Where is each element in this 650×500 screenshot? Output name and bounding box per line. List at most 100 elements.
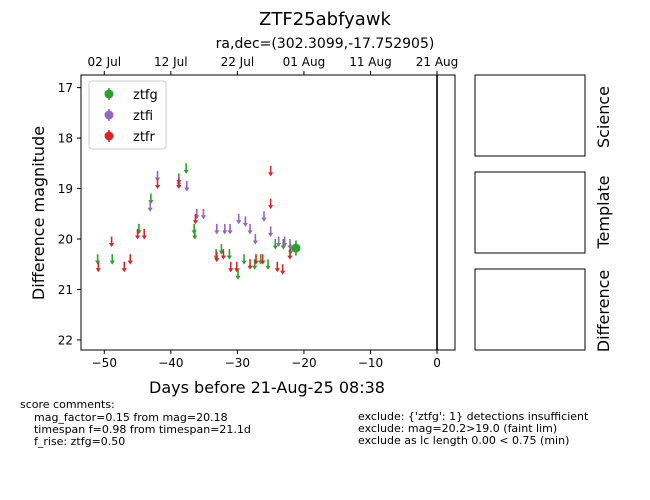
limit-arrowhead (176, 184, 182, 189)
x-tick-label: −40 (158, 356, 183, 370)
ztfg-upper-limit (272, 239, 278, 250)
ztfi-upper-limit (268, 226, 274, 237)
limit-arrowhead (234, 268, 240, 273)
ztfr-upper-limit (154, 178, 161, 189)
legend-item-ztfi: ztfi (104, 109, 153, 124)
chart-subtitle: ra,dec=(302.3099,-17.752905) (216, 36, 435, 52)
top-tick-label: 22 Jul (221, 55, 255, 69)
ztfi-upper-limit (247, 223, 253, 235)
x-tick-label: −30 (225, 356, 250, 370)
y-tick-label: 20 (58, 232, 73, 246)
legend: ztfg ztfi ztfr (88, 80, 167, 150)
ztfr-upper-limit (274, 261, 280, 273)
limit-arrowhead (226, 255, 233, 260)
y-tick-label: 18 (58, 132, 73, 146)
top-tick-label: 01 Aug (283, 55, 326, 69)
ztfg-upper-limit (241, 254, 247, 265)
exclude-comment-lc-length: exclude as lc length 0.00 < 0.75 (min) (358, 434, 570, 447)
limit-arrowhead (282, 243, 288, 248)
limit-arrowhead (147, 207, 153, 212)
ztfg-upper-limit (109, 254, 115, 265)
ztfg-detection (291, 240, 301, 256)
limit-arrowhead (247, 265, 253, 270)
ztfi-upper-limit (287, 239, 293, 250)
legend-item-ztfr: ztfr (104, 130, 155, 145)
ztfi-upper-limit (236, 213, 242, 225)
template-panel (474, 171, 586, 254)
ztfg-upper-limit (183, 163, 189, 174)
science-panel (474, 74, 586, 157)
ztfi-upper-limit (242, 216, 248, 227)
ztfr-upper-limit (234, 261, 240, 273)
limit-arrowhead (127, 260, 133, 265)
limit-arrowhead (261, 217, 267, 222)
limit-arrowhead (280, 270, 286, 275)
limit-arrowhead (242, 222, 248, 227)
ztfr-upper-limit (268, 165, 274, 177)
limit-arrowhead (235, 275, 241, 280)
ztfr-upper-limit (134, 228, 141, 240)
ztfg-upper-limit (235, 269, 241, 280)
ztfi-upper-limit (282, 236, 288, 248)
top-tick-label: 12 Jul (154, 55, 188, 69)
ztfg-upper-limit (265, 259, 271, 270)
ztfi-upper-limit (252, 233, 258, 245)
score-comment-f-rise: f_rise: ztfg=0.50 (20, 435, 126, 448)
legend-label: ztfi (133, 109, 153, 124)
x-tick-label: −20 (291, 356, 316, 370)
ztfr-upper-limit (268, 198, 274, 210)
ztfr-upper-limit (280, 264, 286, 275)
y-axis-label: Difference magnitude (29, 126, 48, 300)
ztfr-upper-limit (220, 249, 227, 260)
ztfr-upper-limit (141, 228, 147, 240)
limit-arrowhead (227, 230, 233, 235)
science-panel-label: Science (594, 86, 613, 148)
limit-arrowhead (222, 230, 228, 235)
ztfi-upper-limit (227, 223, 233, 235)
limit-arrowhead (268, 232, 274, 237)
limit-arrowhead (287, 245, 293, 250)
template-panel-label: Template (594, 175, 613, 249)
difference-panel-label: Difference (594, 270, 613, 352)
ztfi-upper-limit (147, 201, 153, 212)
limit-arrowhead (268, 205, 274, 210)
limit-arrowhead (228, 268, 234, 273)
limit-arrowhead (220, 255, 227, 260)
ztfr-upper-limit (176, 178, 182, 189)
limit-arrowhead (192, 220, 199, 225)
score-comment-mag-factor: mag_factor=0.15 from mag=20.18 (20, 411, 228, 424)
axes-frame (80, 74, 456, 351)
limit-arrowhead (184, 187, 190, 192)
ztfg-upper-limit (226, 249, 233, 260)
limit-arrowhead (200, 215, 207, 220)
exclude-comment-detections: exclude: {'ztfg': 1} detections insuffic… (358, 410, 589, 423)
ztfr-upper-limit (109, 236, 115, 248)
exclude-comment-faint-lim: exclude: mag=20.2>19.0 (faint lim) (358, 422, 558, 435)
x-tick-label: −50 (92, 356, 117, 370)
legend-label: ztfg (133, 88, 158, 103)
ztfi-upper-limit (214, 223, 220, 235)
ztfr-upper-limit (228, 261, 234, 273)
ztfr-upper-limit (121, 261, 127, 273)
limit-arrowhead (121, 268, 127, 273)
top-tick-label: 11 Aug (349, 55, 392, 69)
ztfi-upper-limit (276, 236, 282, 248)
legend-marker (104, 131, 114, 141)
limit-arrowhead (95, 268, 101, 273)
legend-marker (104, 89, 114, 99)
limit-arrowhead (183, 169, 189, 174)
limit-arrowhead (109, 243, 115, 248)
limit-arrowhead (214, 230, 220, 235)
score-comment-timespan: timespan f=0.98 from timespan=21.1d (20, 423, 251, 436)
ztfg-upper-limit (192, 228, 198, 240)
y-tick-label: 21 (58, 283, 73, 297)
score-comment-title: score comments: (20, 398, 115, 411)
limit-arrowhead (253, 260, 259, 265)
ztfi-upper-limit (184, 181, 190, 192)
ztfr-upper-limit (253, 254, 259, 265)
limit-arrowhead (265, 265, 271, 270)
limit-arrowhead (274, 268, 280, 273)
limit-arrowhead (268, 172, 274, 177)
ztfr-upper-limit (95, 261, 101, 273)
